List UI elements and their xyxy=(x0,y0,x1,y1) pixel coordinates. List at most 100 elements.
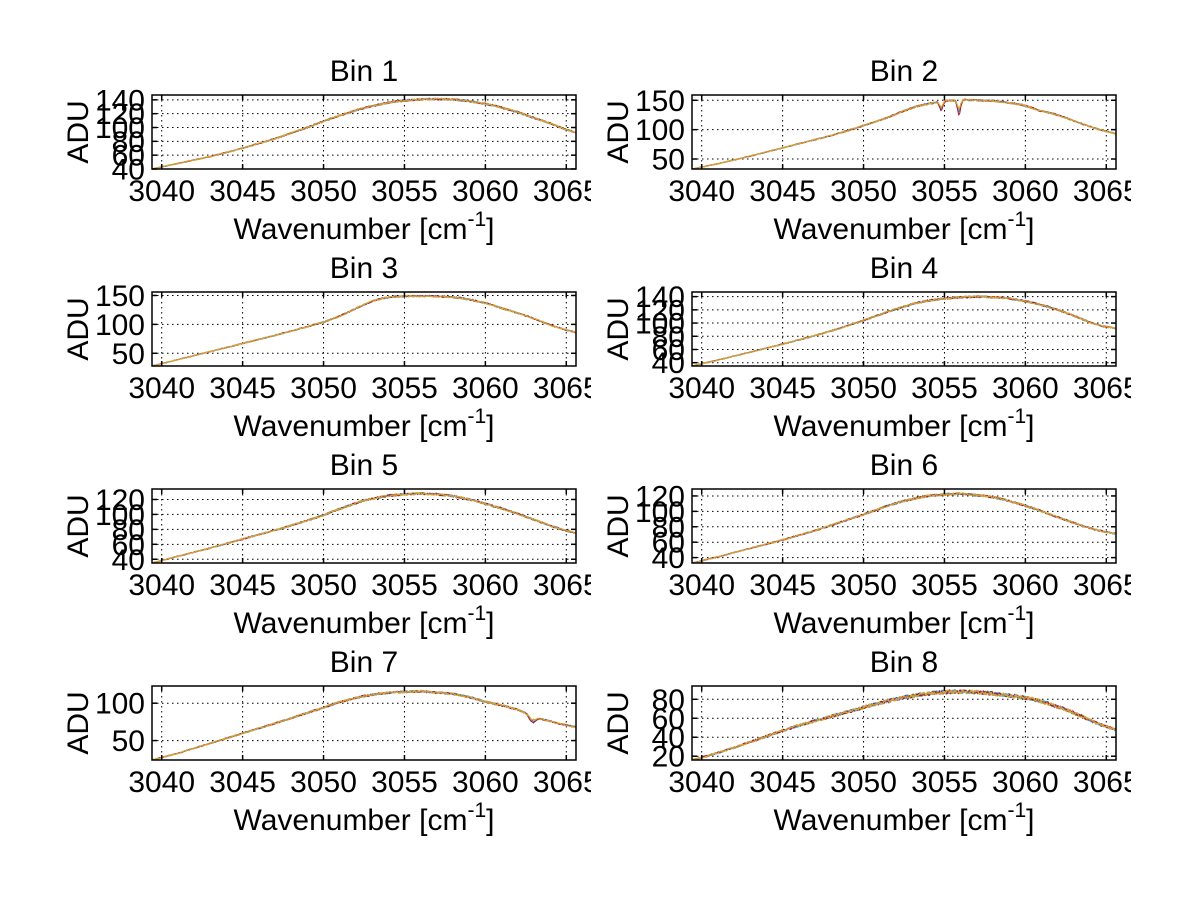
subplot-bin-6: Bin 6 40 60 80 100 120 3040 3045 3050 3055 3060 306… xyxy=(567,441,1140,660)
spectrum-trace-3 xyxy=(692,689,1116,760)
spectrum-trace-top xyxy=(152,294,576,366)
spectrum-trace-0 xyxy=(152,294,576,366)
x-tick-label: 3065 xyxy=(1073,175,1131,208)
plot-title: Bin 3 xyxy=(330,252,398,285)
plot-title: Bin 2 xyxy=(870,55,938,88)
x-tick-label: 3045 xyxy=(749,372,816,405)
plot-title: Bin 7 xyxy=(330,646,398,679)
y-tick-label: 120 xyxy=(635,480,685,513)
x-tick-label: 3040 xyxy=(128,175,195,208)
spectrum-trace-4 xyxy=(692,689,1116,760)
spectrum-trace-0 xyxy=(692,689,1116,760)
x-tick-label: 3050 xyxy=(830,372,897,405)
x-tick-label: 3050 xyxy=(290,372,357,405)
x-axis-label: Wavenumber [cm-1] xyxy=(774,405,1035,443)
x-axis-label: Wavenumber [cm-1] xyxy=(234,208,495,246)
spectrum-trace-4 xyxy=(152,492,576,563)
y-tick-label: 40 xyxy=(652,347,685,380)
spectrum-trace-top xyxy=(152,491,576,563)
spectrum-trace-1 xyxy=(152,492,576,563)
x-tick-label: 3055 xyxy=(371,175,438,208)
plot-title: Bin 5 xyxy=(330,449,398,482)
x-tick-label: 3055 xyxy=(911,569,978,602)
x-axis-label: Wavenumber [cm-1] xyxy=(774,602,1035,640)
x-tick-label: 3065 xyxy=(1073,372,1131,405)
gridlines xyxy=(152,686,576,760)
x-tick-label: 3055 xyxy=(371,569,438,602)
x-tick-label: 3045 xyxy=(749,569,816,602)
spectrum-trace-1 xyxy=(152,294,576,366)
subplot-bin-4: Bin 4 40 60 80 100 120 140 3040 3045 3050 3055 3060… xyxy=(567,244,1140,463)
y-tick-label: 100 xyxy=(95,309,145,342)
spectrum-trace-3 xyxy=(152,294,576,366)
x-tick-label: 3065 xyxy=(533,569,591,602)
spectrum-trace-4 xyxy=(152,294,576,366)
spectrum-trace-top xyxy=(692,689,1116,760)
spectrum-trace-4 xyxy=(152,690,576,760)
data-series-group xyxy=(692,689,1116,760)
spectrum-trace-2 xyxy=(692,492,1116,563)
y-axis-label: ADU xyxy=(62,691,95,754)
x-tick-label: 3050 xyxy=(830,766,897,799)
x-axis-label: Wavenumber [cm-1] xyxy=(234,602,495,640)
x-axis-label: Wavenumber [cm-1] xyxy=(234,405,495,443)
plot-svg-bin-7: Bin 7 50 100 3040 3045 3050 3055 3060 3065 ADU Wav… xyxy=(62,646,600,837)
x-tick-label: 3040 xyxy=(128,372,195,405)
y-tick-label: 150 xyxy=(635,85,685,118)
x-tick-label: 3040 xyxy=(128,569,195,602)
data-series-group xyxy=(152,97,576,169)
y-tick-label: 80 xyxy=(112,514,145,547)
plot-title: Bin 4 xyxy=(870,252,938,285)
y-axis-label: ADU xyxy=(602,691,635,754)
spectrum-trace-0 xyxy=(152,492,576,563)
subplot-bin-1: Bin 1 40 60 80 100 120 140 3040 3045 3050 3055 3060… xyxy=(27,47,600,266)
x-tick-label: 3045 xyxy=(209,175,276,208)
spectrum-trace-3 xyxy=(152,492,576,563)
y-tick-label: 60 xyxy=(112,140,145,173)
x-tick-label: 3050 xyxy=(830,175,897,208)
x-tick-label: 3055 xyxy=(911,766,978,799)
x-tick-label: 3055 xyxy=(371,372,438,405)
y-tick-label: 60 xyxy=(652,334,685,367)
y-tick-label: 120 xyxy=(95,98,145,131)
x-tick-label: 3065 xyxy=(533,372,591,405)
axes-box xyxy=(151,488,577,564)
x-tick-label: 3060 xyxy=(452,372,519,405)
spectrum-trace-4 xyxy=(692,492,1116,563)
x-tick-label: 3060 xyxy=(452,766,519,799)
y-tick-label: 40 xyxy=(652,542,685,575)
gridlines xyxy=(692,292,1116,366)
data-series-group xyxy=(692,295,1116,366)
gridlines xyxy=(692,489,1116,563)
spectrum-trace-1 xyxy=(692,689,1116,760)
y-axis-label: ADU xyxy=(62,494,95,557)
plot-title: Bin 8 xyxy=(870,646,938,679)
x-tick-label: 3060 xyxy=(992,569,1059,602)
x-tick-label: 3045 xyxy=(209,569,276,602)
y-axis-label: ADU xyxy=(62,100,95,163)
axes-box xyxy=(151,94,577,170)
y-axis-label: ADU xyxy=(602,100,635,163)
plot-title: Bin 1 xyxy=(330,55,398,88)
y-tick-label: 150 xyxy=(95,280,145,313)
axes-box xyxy=(691,685,1117,761)
x-tick-label: 3060 xyxy=(992,175,1059,208)
x-tick-label: 3065 xyxy=(1073,766,1131,799)
x-tick-label: 3055 xyxy=(371,766,438,799)
x-tick-label: 3050 xyxy=(290,569,357,602)
spectrum-trace-2 xyxy=(152,294,576,366)
subplot-bin-7: Bin 7 50 100 3040 3045 3050 3055 3060 3065 ADU Wav… xyxy=(27,638,600,857)
data-series-group xyxy=(152,689,576,760)
x-tick-label: 3050 xyxy=(290,175,357,208)
data-series-group xyxy=(692,492,1116,563)
subplot-bin-5: Bin 5 40 60 80 100 120 3040 3045 3050 3055 3060 306… xyxy=(27,441,600,660)
y-tick-label: 100 xyxy=(95,112,145,145)
x-tick-label: 3040 xyxy=(668,175,735,208)
axes-box xyxy=(691,291,1117,367)
